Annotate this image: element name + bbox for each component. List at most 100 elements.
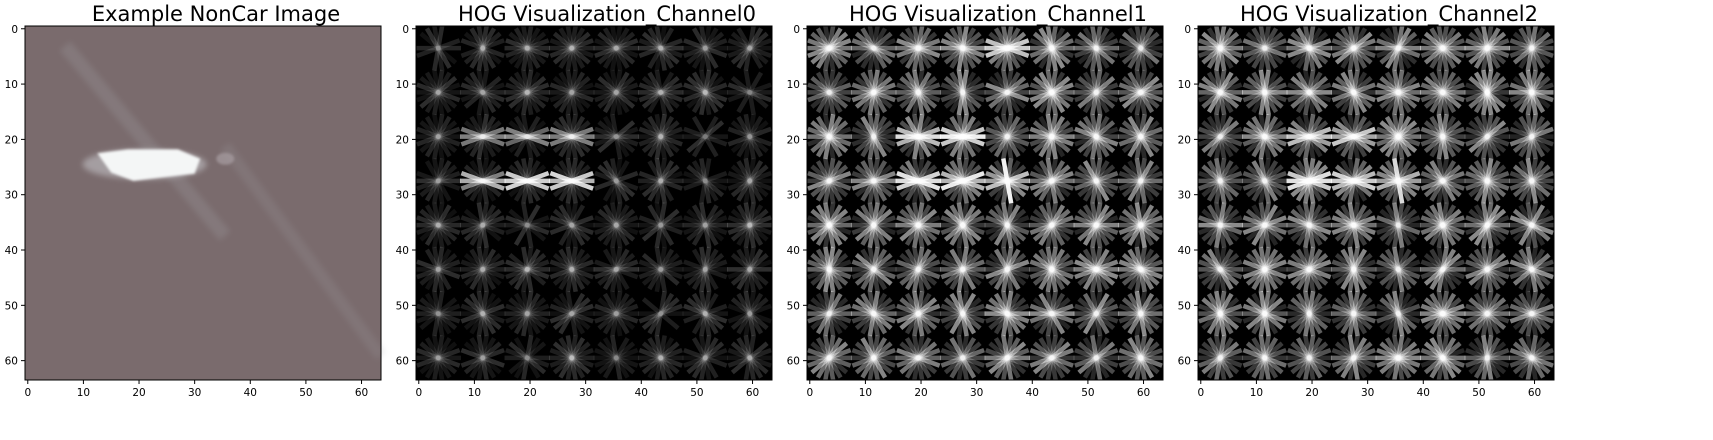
- x-tick-label: 40: [1417, 387, 1430, 399]
- hog-cell: [851, 290, 897, 337]
- hog-cell: [1073, 158, 1119, 204]
- axes-frame: [806, 25, 1164, 381]
- y-tick-label: 40: [1178, 245, 1191, 257]
- hog-cell: [727, 69, 773, 116]
- hog-cell: [727, 335, 773, 381]
- hog-cell: [1197, 113, 1243, 160]
- hog-cell: [851, 69, 897, 116]
- hog-cell: [1509, 158, 1555, 204]
- hog-cell: [1286, 69, 1332, 116]
- hog-cell: [504, 246, 550, 293]
- hog-cell: [1242, 69, 1288, 116]
- hog-cell: [460, 25, 505, 71]
- y-tick-label: 30: [5, 190, 18, 202]
- hog-cell: [549, 113, 595, 160]
- x-tick-label: 30: [579, 387, 592, 399]
- x-tick-label: 30: [188, 387, 201, 399]
- x-tick-label: 10: [1250, 387, 1263, 399]
- hog-cell: [806, 69, 852, 116]
- y-tick-label: 30: [1178, 190, 1191, 202]
- x-tick-label: 20: [1305, 387, 1318, 399]
- hog-cell: [851, 25, 897, 71]
- x-tick-label: 50: [299, 387, 312, 399]
- hog-cell: [984, 290, 1030, 337]
- hog-cell: [504, 69, 550, 116]
- hog-cell: [940, 69, 986, 116]
- photo-car: [97, 149, 201, 181]
- y-tick-label: 20: [396, 134, 409, 146]
- hog-cell: [1197, 158, 1243, 204]
- hog-cell: [460, 158, 506, 204]
- hog-cell: [1331, 290, 1377, 337]
- hog-cell: [1073, 202, 1119, 248]
- hog-cell: [460, 69, 506, 116]
- hog-cell: [682, 335, 728, 381]
- hog-cell: [504, 335, 550, 381]
- hog-cell: [1242, 246, 1288, 293]
- hog-cell: [1464, 246, 1510, 293]
- hog-cell: [638, 290, 684, 337]
- x-tick-label: 60: [746, 387, 759, 399]
- hog-cell: [895, 69, 941, 116]
- hog-cell: [1509, 202, 1555, 248]
- hog-cell: [1118, 69, 1164, 116]
- hog-cell: [682, 25, 728, 71]
- hog-cell: [984, 202, 1030, 248]
- hog-cell: [727, 25, 773, 71]
- hog-cell: [504, 202, 550, 248]
- hog-cell: [1197, 25, 1243, 71]
- hog-cell: [549, 246, 595, 293]
- hog-cell: [1375, 202, 1421, 248]
- axes-hog-channel2: 0 10 20 30 40 50 60 0 10 20 30 40 50 60: [1178, 24, 1585, 417]
- x-tick-label: 10: [859, 387, 872, 399]
- hog-cell: [1073, 335, 1119, 381]
- y-tick-label: 20: [1178, 134, 1191, 146]
- hog-cell: [1029, 113, 1075, 160]
- hog-cell: [1464, 290, 1510, 337]
- hog-cell: [984, 246, 1030, 293]
- hog-cell: [638, 246, 684, 293]
- y-tick-label: 0: [11, 24, 18, 36]
- y-tick-label: 40: [787, 245, 800, 257]
- hog-cell: [1286, 202, 1332, 248]
- hog-cell: [1464, 113, 1510, 160]
- hog-cell: [1509, 69, 1555, 116]
- hog-cell: [1375, 69, 1421, 116]
- hog-cell: [415, 25, 461, 71]
- hog-cell: [1420, 335, 1466, 381]
- y-tick-label: 60: [396, 356, 409, 368]
- hog-cell: [1286, 290, 1332, 337]
- hog-cell: [727, 158, 773, 204]
- hog-cell: [984, 25, 1030, 71]
- hog-cell: [682, 246, 728, 293]
- hog-cell: [549, 290, 595, 337]
- hog-cell: [1118, 290, 1164, 337]
- hog-cell: [682, 115, 728, 158]
- x-tick-label: 50: [690, 387, 703, 399]
- x-tick-label: 40: [1026, 387, 1039, 399]
- hog-cell: [415, 290, 461, 337]
- y-tick-label: 0: [793, 24, 800, 36]
- hog-cell: [460, 335, 505, 381]
- hog-cell: [460, 113, 506, 160]
- hog-cell: [1286, 113, 1332, 160]
- hog-cell: [1286, 158, 1332, 204]
- hog-cell: [415, 158, 461, 204]
- photo-streak: [59, 41, 231, 241]
- hog-cell: [1420, 290, 1466, 337]
- hog-cell: [1375, 290, 1421, 337]
- hog-background: [416, 26, 772, 380]
- hog-cell: [1420, 25, 1466, 71]
- x-tick-label: 10: [77, 387, 90, 399]
- y-tick-label: 50: [5, 300, 18, 312]
- hog-cell: [984, 69, 1030, 116]
- hog-cell: [415, 202, 461, 248]
- hog-cell: [1073, 69, 1119, 116]
- hog-cell: [851, 335, 897, 381]
- hog-cell: [940, 246, 986, 293]
- axes-hog-channel1: 0 10 20 30 40 50 60 0 10 20 30 40 50 60: [787, 24, 1194, 417]
- hog-cell: [1509, 113, 1555, 160]
- hog-cell: [940, 335, 986, 381]
- hog-cell: [682, 202, 728, 248]
- hog-cell: [940, 202, 986, 248]
